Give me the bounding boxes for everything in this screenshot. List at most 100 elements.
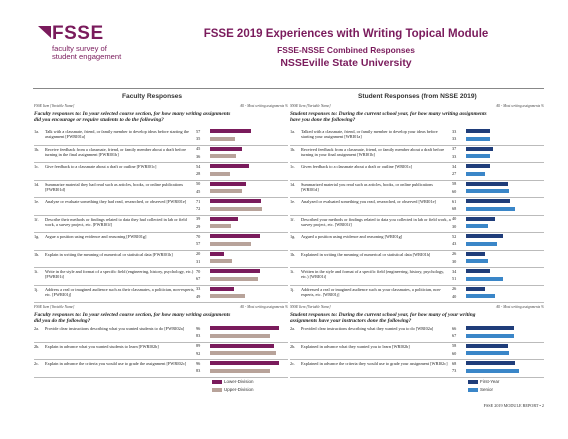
row-separator bbox=[34, 144, 288, 146]
faculty-bar bbox=[210, 234, 261, 239]
faculty-bar bbox=[210, 286, 234, 291]
item-text: Write in the style and format of a speci… bbox=[45, 269, 194, 279]
row-separator bbox=[34, 376, 288, 378]
student-value: 58 bbox=[452, 343, 457, 348]
item-text: Talked with a classmate, friend, or fami… bbox=[301, 129, 438, 139]
student-value: 30 bbox=[452, 223, 457, 229]
faculty-value: 89 bbox=[196, 343, 201, 348]
faculty-value: 67 bbox=[196, 276, 201, 281]
student-value: 66 bbox=[452, 325, 457, 331]
faculty-bar bbox=[210, 181, 246, 186]
faculty-value: 71 bbox=[196, 198, 201, 204]
row-separator bbox=[290, 376, 544, 378]
legend-label-first-year: First-Year bbox=[480, 379, 500, 384]
faculty-col-right: All - Most writing assignments % bbox=[239, 104, 288, 108]
item-code: 1a. bbox=[290, 129, 296, 134]
faculty-bar bbox=[210, 136, 236, 141]
item-code: 2a. bbox=[290, 326, 296, 331]
faculty-value: 83 bbox=[196, 333, 201, 338]
row-separator bbox=[34, 341, 288, 343]
student-value: 26 bbox=[452, 286, 457, 291]
student-value: 34 bbox=[452, 163, 457, 169]
student-col-right: All - Most writing assignments % bbox=[495, 104, 544, 108]
item-code: 1d. bbox=[34, 181, 40, 187]
faculty-col-right-2: All - Most writing assignments % bbox=[239, 305, 288, 309]
institution-name: NSSEville State University bbox=[280, 57, 412, 69]
faculty-col-left: FSSE Item [Variable Name] bbox=[34, 104, 75, 108]
student-bar bbox=[466, 136, 490, 141]
item-code: 1e. bbox=[290, 199, 296, 204]
student-bar bbox=[466, 361, 515, 366]
item-code: 1h. bbox=[34, 251, 40, 257]
student-bar bbox=[466, 154, 490, 159]
faculty-question-1: Faculty responses to: In your selected c… bbox=[34, 111, 231, 123]
student-question-1: Student responses to: During the current… bbox=[290, 111, 487, 123]
legend-swatch-first-year bbox=[468, 380, 478, 384]
item-text: Analyze or evaluate something they had r… bbox=[45, 199, 187, 204]
item-text: Receive feedback from a classmate, frien… bbox=[45, 146, 187, 157]
faculty-value: 33 bbox=[196, 286, 201, 291]
faculty-value: 57 bbox=[196, 128, 201, 134]
item-code: 2c. bbox=[290, 361, 296, 366]
student-value: 61 bbox=[452, 198, 457, 204]
row-separator bbox=[34, 197, 288, 198]
item-code: 2a. bbox=[34, 326, 40, 331]
row-separator bbox=[290, 162, 544, 163]
logo-name: FSSE bbox=[52, 23, 104, 44]
faculty-panel: FSSE Item [Variable Name] All - Most wri… bbox=[34, 104, 288, 404]
student-bar bbox=[466, 251, 485, 256]
student-value: 33 bbox=[452, 153, 457, 159]
item-text: Given feedback to a classmate about a dr… bbox=[301, 164, 413, 169]
student-bar bbox=[466, 206, 515, 211]
faculty-value: 72 bbox=[196, 206, 201, 211]
row-separator bbox=[290, 284, 544, 286]
faculty-value: 83 bbox=[196, 368, 201, 373]
faculty-bar bbox=[210, 189, 243, 194]
legend-label-lower: Lower-Division bbox=[224, 379, 254, 384]
student-bar bbox=[466, 234, 504, 239]
student-bar bbox=[466, 164, 491, 169]
item-text: Written in the style and format of a spe… bbox=[301, 269, 445, 279]
item-text: Summarize material they had read such as… bbox=[45, 181, 184, 192]
header-rule bbox=[33, 88, 544, 89]
faculty-bar bbox=[210, 129, 252, 134]
faculty-value: 54 bbox=[196, 163, 201, 169]
item-code: 1f. bbox=[34, 216, 39, 222]
faculty-bar bbox=[210, 164, 249, 169]
faculty-bar bbox=[210, 276, 259, 281]
item-text: Analyzed or evaluated something you read… bbox=[301, 199, 436, 204]
item-code: 1e. bbox=[34, 199, 40, 204]
faculty-value: 96 bbox=[196, 325, 201, 331]
faculty-value: 49 bbox=[196, 293, 201, 299]
legend-label-upper: Upper-Division bbox=[224, 387, 254, 392]
item-code: 1a. bbox=[34, 129, 40, 134]
item-code: 1j. bbox=[290, 286, 295, 292]
faculty-value: 20 bbox=[196, 251, 201, 256]
student-value: 43 bbox=[452, 241, 457, 246]
student-bar bbox=[466, 146, 493, 151]
student-value: 58 bbox=[452, 181, 457, 186]
student-value: 30 bbox=[452, 258, 457, 264]
fsse-logo: FSSE faculty survey of student engagemen… bbox=[38, 24, 138, 74]
student-bar bbox=[466, 129, 490, 134]
report-subtitle: FSSE-NSSE Combined Responses bbox=[277, 45, 415, 55]
student-legend: First-Year Senior bbox=[468, 379, 528, 394]
faculty-value: 36 bbox=[196, 153, 201, 159]
item-text: Talk with a classmate, friend, or family… bbox=[45, 129, 189, 139]
row-separator bbox=[34, 267, 288, 268]
faculty-legend: Lower-Division Upper-Division bbox=[212, 379, 272, 394]
row-separator bbox=[34, 232, 288, 233]
item-text: Address a real or imagined audience such… bbox=[45, 286, 195, 297]
item-code: 2c. bbox=[34, 361, 40, 366]
faculty-bar bbox=[210, 154, 236, 159]
faculty-value: 92 bbox=[196, 350, 201, 356]
student-col-header-2: NSSE Item [Variable Name] All - Most wri… bbox=[290, 305, 544, 309]
logo-line1: faculty survey of bbox=[52, 44, 107, 53]
student-bar bbox=[466, 224, 488, 229]
row-separator bbox=[290, 232, 544, 233]
row-separator bbox=[34, 284, 288, 286]
legend-swatch-senior bbox=[468, 388, 478, 392]
faculty-bar bbox=[210, 368, 270, 373]
item-text: Explain in advance the criteria you woul… bbox=[45, 361, 187, 366]
faculty-bar bbox=[210, 251, 225, 256]
